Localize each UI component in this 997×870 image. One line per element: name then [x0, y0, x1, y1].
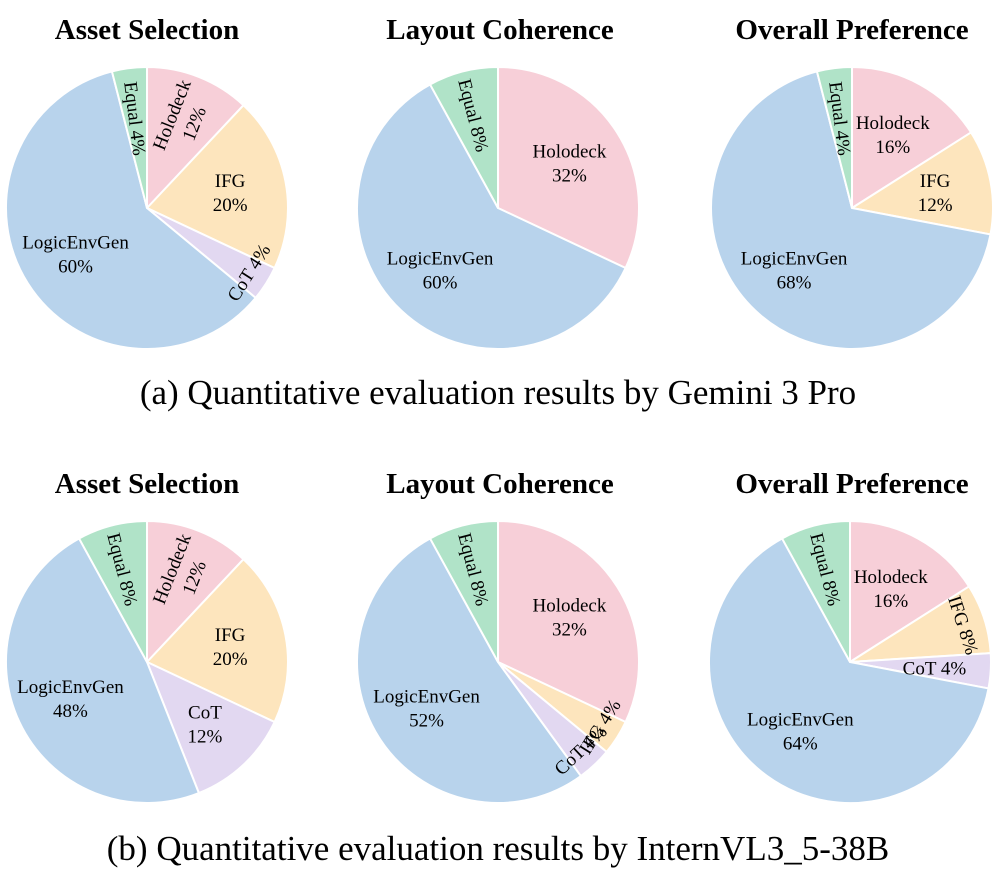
pie-slice-equal	[429, 520, 499, 663]
pie-slice-holodeck	[146, 66, 245, 209]
pie-chart-a-overall-preference: Overall Preference Holodeck 16% IFG 12% Logi…	[710, 14, 994, 350]
pie-slice-holodeck	[849, 520, 971, 663]
slice-label-holodeck: Holodeck 16%	[854, 567, 928, 612]
pie-slice-logicenvgen	[356, 537, 582, 804]
chart-title: Overall Preference	[735, 468, 968, 500]
pie-slice-holodeck	[146, 520, 245, 663]
slice-label-logicenvgen: LogicEnvGen 68%	[741, 249, 848, 294]
slice-label-cot: CoT 4%	[903, 658, 967, 679]
pie-slice-equal	[78, 520, 148, 663]
pie-chart-b-layout-coherence: Layout Coherence Holodeck 32%IFG 4%CoT 4%…	[356, 468, 640, 804]
slice-label-logicenvgen: LogicEnvGen 52%	[373, 686, 480, 731]
chart-title: Layout Coherence	[386, 468, 614, 500]
chart-title: Asset Selection	[55, 468, 239, 500]
pie-slice-holodeck	[497, 66, 640, 270]
pie-slice-holodeck	[851, 66, 973, 209]
slice-label-ifg: IFG 20%	[213, 625, 248, 670]
pie-chart-a-layout-coherence: Layout Coherence Holodeck 32% LogicEnvGen 6…	[356, 14, 640, 350]
caption-a: (a) Quantitative evaluation results by G…	[140, 373, 856, 412]
slice-label-cot: CoT 12%	[187, 703, 222, 748]
pie-slice-equal	[781, 520, 851, 663]
pie-slice-logicenvgen	[710, 70, 992, 350]
chart-title: Layout Coherence	[386, 14, 614, 46]
pie-slice-ifg	[146, 558, 289, 724]
slice-label-logicenvgen: LogicEnvGen 60%	[22, 232, 129, 277]
pie-slice-equal	[815, 66, 853, 209]
chart-title: Asset Selection	[55, 14, 239, 46]
pie-slice-ifg	[146, 104, 289, 270]
pie-chart-b-asset-selection: Asset Selection Holodeck12% IFG 20% CoT 12% L…	[4, 468, 289, 804]
pie-chart-b-overall-preference: Overall Preference Holodeck 16% IFG 8%CoT …	[708, 468, 992, 804]
pie-slice-ifg	[851, 131, 994, 236]
pie-slice-holodeck	[497, 520, 640, 724]
pie-slice-equal	[110, 66, 148, 209]
slice-label-logicenvgen: LogicEnvGen 64%	[747, 709, 854, 754]
pie-slice-equal	[429, 66, 499, 209]
slice-label-logicenvgen: LogicEnvGen 60%	[387, 249, 494, 294]
slice-label-holodeck: Holodeck 32%	[532, 142, 606, 187]
caption-b: (b) Quantitative evaluation results by I…	[107, 829, 889, 868]
slice-label-ifg: IFG 12%	[918, 171, 953, 216]
slice-label-ifg: IFG 20%	[213, 171, 248, 216]
pie-slice-logicenvgen	[4, 537, 200, 804]
slice-label-logicenvgen: LogicEnvGen 48%	[17, 677, 124, 722]
slice-label-holodeck: Holodeck 32%	[532, 596, 606, 641]
slice-label-holodeck: Holodeck12%	[149, 530, 218, 616]
pie-slice-logicenvgen	[708, 537, 990, 804]
pie-slice-logicenvgen	[356, 83, 627, 350]
pie-slice-logicenvgen	[5, 70, 257, 350]
pie-slice-cot	[146, 661, 276, 795]
slice-label-holodeck: Holodeck 16%	[856, 113, 930, 158]
pie-chart-a-asset-selection: Asset Selection Holodeck12%IFG 20%CoT 4%L…	[5, 14, 289, 350]
chart-title: Overall Preference	[735, 14, 968, 46]
